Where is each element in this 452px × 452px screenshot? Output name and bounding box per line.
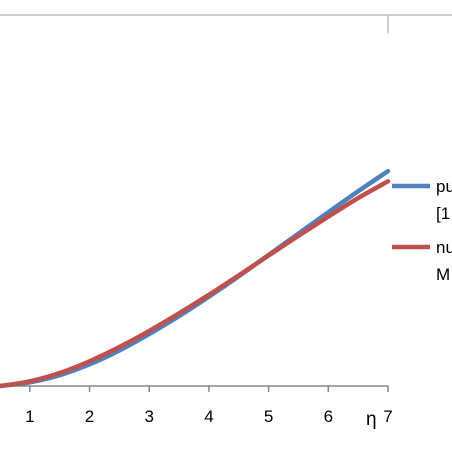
series-layer [0, 168, 391, 389]
series-line-2 [0, 179, 391, 389]
legend-label-1: [1 [436, 204, 450, 223]
legend-label-2: M [436, 265, 450, 284]
x-axis-tick-labels: 1 2 3 4 5 6 7 [25, 407, 393, 426]
x-tick-label: 7 [383, 407, 392, 426]
x-tick-label: 3 [144, 407, 153, 426]
series-line-1 [0, 168, 391, 389]
x-tick-label: 1 [25, 407, 34, 426]
legend: pu [1 nu M [392, 177, 452, 284]
x-tick-label: 6 [324, 407, 333, 426]
x-axis-label: η [366, 409, 377, 430]
x-tick-label: 2 [85, 407, 94, 426]
legend-label-1: pu [436, 177, 452, 196]
x-tick-label: 4 [204, 407, 213, 426]
legend-label-2: nu [436, 238, 452, 257]
x-axis-ticks [29, 386, 389, 392]
x-tick-label: 5 [264, 407, 273, 426]
